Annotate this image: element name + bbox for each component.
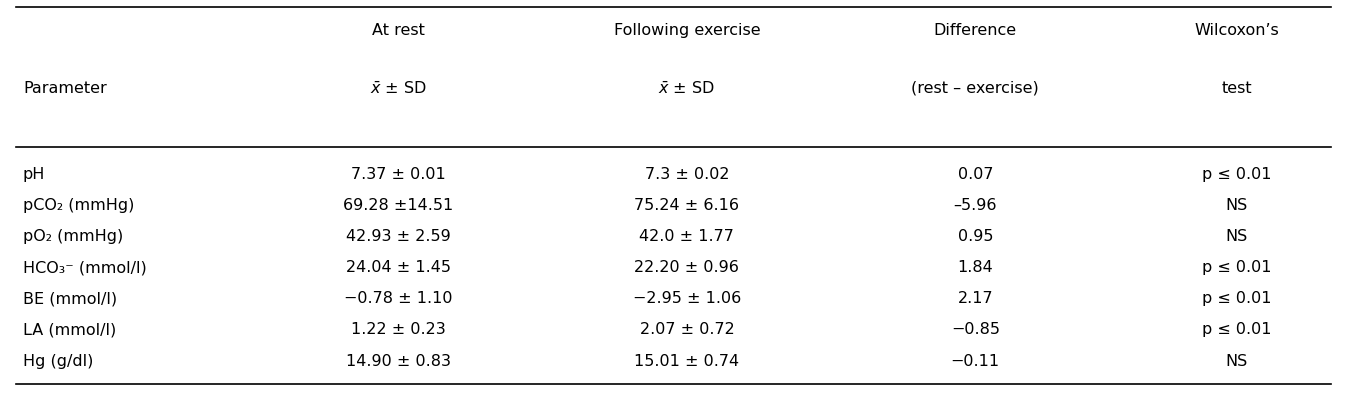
- Text: 14.90 ± 0.83: 14.90 ± 0.83: [346, 354, 451, 369]
- Text: −0.11: −0.11: [951, 354, 999, 369]
- Text: 15.01 ± 0.74: 15.01 ± 0.74: [634, 354, 740, 369]
- Text: −0.78 ± 1.10: −0.78 ± 1.10: [345, 291, 453, 306]
- Text: p ≤ 0.01: p ≤ 0.01: [1202, 322, 1272, 337]
- Text: 7.37 ± 0.01: 7.37 ± 0.01: [352, 167, 446, 182]
- Text: 42.0 ± 1.77: 42.0 ± 1.77: [640, 229, 734, 244]
- Text: Difference: Difference: [933, 23, 1017, 38]
- Text: pH: pH: [23, 167, 46, 182]
- Text: p ≤ 0.01: p ≤ 0.01: [1202, 260, 1272, 275]
- Text: 7.3 ± 0.02: 7.3 ± 0.02: [645, 167, 729, 182]
- Text: pO₂ (mmHg): pO₂ (mmHg): [23, 229, 123, 244]
- Text: LA (mmol/l): LA (mmol/l): [23, 322, 116, 337]
- Text: p ≤ 0.01: p ≤ 0.01: [1202, 291, 1272, 306]
- Text: 24.04 ± 1.45: 24.04 ± 1.45: [346, 260, 451, 275]
- Text: 42.93 ± 2.59: 42.93 ± 2.59: [346, 229, 451, 244]
- Text: 2.07 ± 0.72: 2.07 ± 0.72: [640, 322, 734, 337]
- Text: −2.95 ± 1.06: −2.95 ± 1.06: [633, 291, 741, 306]
- Text: Following exercise: Following exercise: [614, 23, 760, 38]
- Text: 69.28 ±14.51: 69.28 ±14.51: [343, 198, 454, 213]
- Text: –5.96: –5.96: [954, 198, 997, 213]
- Text: 1.84: 1.84: [958, 260, 993, 275]
- Text: 0.95: 0.95: [958, 229, 993, 244]
- Text: (rest – exercise): (rest – exercise): [912, 81, 1039, 96]
- Text: HCO₃⁻ (mmol/l): HCO₃⁻ (mmol/l): [23, 260, 147, 275]
- Text: NS: NS: [1226, 354, 1249, 369]
- Text: test: test: [1222, 81, 1253, 96]
- Text: pCO₂ (mmHg): pCO₂ (mmHg): [23, 198, 135, 213]
- Text: 0.07: 0.07: [958, 167, 993, 182]
- Text: Parameter: Parameter: [23, 81, 106, 96]
- Text: 75.24 ± 6.16: 75.24 ± 6.16: [634, 198, 740, 213]
- Text: −0.85: −0.85: [951, 322, 999, 337]
- Text: 2.17: 2.17: [958, 291, 993, 306]
- Text: BE (mmol/l): BE (mmol/l): [23, 291, 117, 306]
- Text: NS: NS: [1226, 198, 1249, 213]
- Text: At rest: At rest: [372, 23, 424, 38]
- Text: $\bar{x}$ $\pm$ SD: $\bar{x}$ $\pm$ SD: [659, 80, 715, 96]
- Text: NS: NS: [1226, 229, 1249, 244]
- Text: Wilcoxon’s: Wilcoxon’s: [1195, 23, 1280, 38]
- Text: p ≤ 0.01: p ≤ 0.01: [1202, 167, 1272, 182]
- Text: $\bar{x}$ $\pm$ SD: $\bar{x}$ $\pm$ SD: [370, 80, 427, 96]
- Text: 1.22 ± 0.23: 1.22 ± 0.23: [352, 322, 446, 337]
- Text: 22.20 ± 0.96: 22.20 ± 0.96: [634, 260, 740, 275]
- Text: Hg (g/dl): Hg (g/dl): [23, 354, 93, 369]
